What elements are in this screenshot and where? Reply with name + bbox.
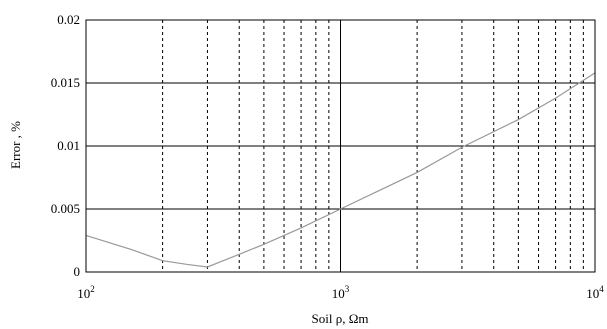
x-tick-label: 102 <box>77 284 95 301</box>
y-axis-label: Error , % <box>8 121 23 169</box>
y-tick-label: 0 <box>74 264 81 279</box>
x-tick-labels: 102 103 104 <box>77 284 604 301</box>
y-tick-label: 0.01 <box>57 138 80 153</box>
series-lines <box>85 72 596 268</box>
x-tick-label: 103 <box>332 284 350 301</box>
series-line-0 <box>85 72 596 268</box>
y-tick-labels: 0 0.005 0.01 0.015 0.02 <box>51 12 80 279</box>
x-axis-label: Soil ρ, Ωm <box>312 311 369 326</box>
y-tick-label: 0.02 <box>57 12 80 27</box>
x-tick-label: 104 <box>586 284 604 301</box>
grid-lines <box>86 20 595 272</box>
plot-frame <box>85 19 596 273</box>
y-tick-label: 0.015 <box>51 75 80 90</box>
y-tick-label: 0.005 <box>51 201 80 216</box>
